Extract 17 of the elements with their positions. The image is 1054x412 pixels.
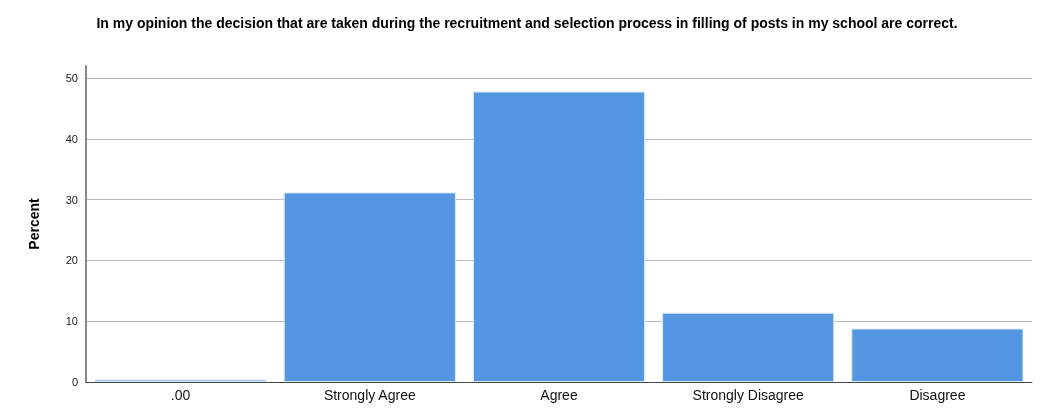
bar bbox=[851, 328, 1024, 382]
y-axis-title: Percent bbox=[26, 197, 42, 250]
x-tick-label: Strongly Disagree bbox=[692, 387, 805, 403]
chart-title: In my opinion the decision that are taken during the recruitment and selection process in filling of posts in my school are correct. bbox=[96, 14, 958, 31]
bar bbox=[472, 91, 646, 382]
y-tick-label: 50 bbox=[65, 72, 78, 85]
y-tick-label: 30 bbox=[65, 193, 78, 206]
y-tick-label: 10 bbox=[65, 315, 78, 328]
y-tick-label: 40 bbox=[65, 132, 78, 145]
bar bbox=[662, 312, 835, 382]
y-tick-label: 0 bbox=[71, 376, 78, 388]
x-tick-label: Strongly Agree bbox=[323, 387, 416, 403]
x-tick-label: .00 bbox=[170, 387, 191, 403]
bar bbox=[283, 192, 456, 382]
y-tick-label: 20 bbox=[65, 254, 78, 267]
x-tick-label: Disagree bbox=[909, 387, 966, 403]
x-tick-label: Agree bbox=[540, 387, 578, 403]
